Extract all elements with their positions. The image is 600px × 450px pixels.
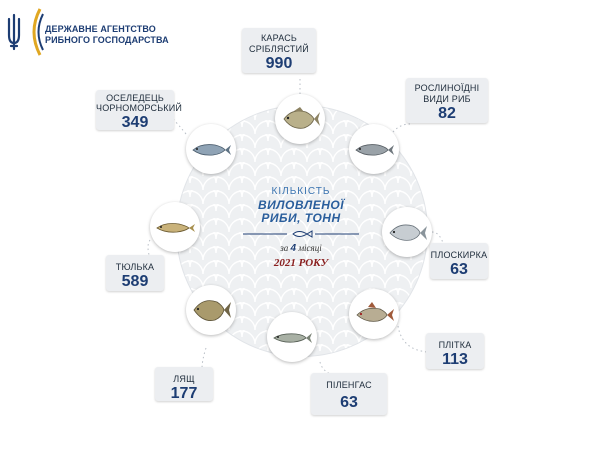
card-label-line1: РОСЛИНОЇДНІ [414, 83, 480, 93]
card-value: 63 [450, 261, 468, 278]
card-value: 589 [121, 273, 149, 290]
card-sprat: ТЮЛЬКА 589 [106, 255, 164, 291]
period-line: за 4 місяці [230, 241, 372, 256]
card-label: ПЛІТКА [438, 340, 472, 350]
card-label: ПЛОСКИРКА [430, 250, 488, 260]
card-herbivorous-fish: РОСЛИНОЇДНІ ВИДИ РИБ 82 [406, 78, 488, 123]
medallion-crucian-carp [275, 94, 325, 144]
card-label: ТЮЛЬКА [115, 262, 155, 272]
agency-name: ДЕРЖАВНЕ АГЕНТСТВО РИБНОГО ГОСПОДАРСТВА [45, 24, 169, 46]
card-label-line1: КАРАСЬ [260, 33, 298, 43]
card-label-line1: ОСЕЛЕДЕЦЬ [106, 93, 164, 103]
medallion-white-bream [382, 207, 432, 257]
sprat-icon [156, 223, 195, 233]
card-roach: ПЛІТКА 113 [426, 333, 484, 369]
medallion-herring [186, 124, 236, 174]
roach-icon [356, 302, 394, 322]
fish-divider-icon [243, 230, 359, 238]
period-prefix: за [280, 243, 289, 253]
center-title-line1: ВИЛОВЛЕНОЇ [257, 198, 345, 212]
center-title-main: ВИЛОВЛЕНОЇ РИБИ, ТОНН [230, 199, 372, 225]
center-title-line2: РИБИ, ТОНН [261, 211, 341, 225]
center-title-block: КІЛЬКІСТЬ ВИЛОВЛЕНОЇ РИБИ, ТОНН за 4 міс… [230, 186, 372, 270]
year-line: 2021 РОКУ [273, 257, 329, 269]
card-white-bream: ПЛОСКИРКА 63 [430, 243, 488, 279]
card-value: 177 [170, 385, 198, 402]
card-label: ПІЛЕНГАС [326, 380, 372, 390]
card-label: ЛЯЩ [173, 374, 195, 384]
white-bream-icon [389, 224, 427, 241]
agency-header: ДЕРЖАВНЕ АГЕНТСТВО РИБНОГО ГОСПОДАРСТВА [0, 0, 200, 60]
silver-carp-icon [355, 144, 394, 156]
medallion-mullet [267, 312, 317, 362]
card-crucian-carp: КАРАСЬ СРІБЛЯСТИЙ 990 [242, 28, 316, 73]
card-bream: ЛЯЩ 177 [155, 367, 213, 402]
card-value: 990 [265, 55, 293, 72]
medallion-bream [186, 285, 236, 335]
card-value: 113 [442, 351, 468, 368]
medallion-roach [349, 289, 399, 339]
card-label-line2: СРІБЛЯСТИЙ [249, 44, 309, 54]
card-value: 349 [121, 114, 149, 131]
card-value: 82 [438, 105, 456, 122]
crucian-carp-icon [283, 107, 320, 129]
bream-icon [193, 300, 231, 321]
herring-icon [192, 144, 231, 156]
gold-arc-icon [32, 8, 44, 56]
card-label-line2: ЧОРНОМОРСЬКИЙ [96, 103, 183, 113]
agency-name-line1: ДЕРЖАВНЕ АГЕНТСТВО [45, 24, 156, 34]
center-title-top: КІЛЬКІСТЬ [271, 186, 331, 197]
trident-emblem-icon [7, 13, 21, 51]
mullet-icon [273, 333, 312, 343]
card-mullet: ПІЛЕНГАС 63 [311, 373, 387, 415]
period-suffix: місяці [298, 243, 322, 253]
period-number: 4 [290, 243, 297, 254]
card-black-sea-herring: ОСЕЛЕДЕЦЬ ЧОРНОМОРСЬКИЙ 349 [96, 90, 183, 131]
card-value: 63 [340, 394, 358, 411]
card-label-line2: ВИДИ РИБ [423, 94, 471, 104]
agency-name-line2: РИБНОГО ГОСПОДАРСТВА [45, 35, 169, 45]
medallion-sprat [150, 202, 200, 252]
medallion-silver-carp [349, 124, 399, 174]
